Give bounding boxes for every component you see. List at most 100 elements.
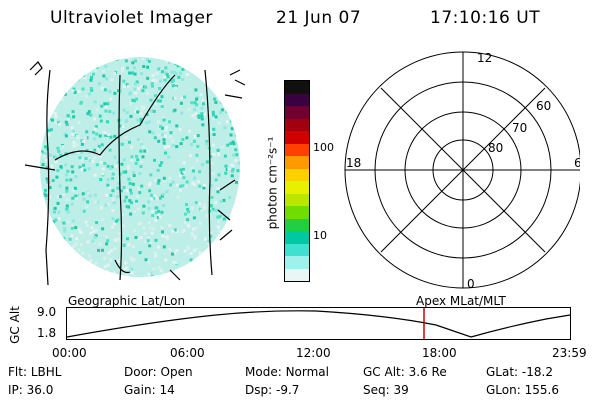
speckle-pixel	[248, 286, 251, 289]
speckle-pixel	[157, 266, 161, 269]
speckle-pixel	[157, 133, 161, 137]
speckle-pixel	[194, 201, 198, 205]
speckle-pixel	[21, 199, 24, 202]
speckle-pixel	[34, 100, 37, 103]
speckle-pixel	[147, 59, 151, 63]
speckle-pixel	[103, 162, 107, 165]
speckle-pixel	[45, 196, 48, 200]
speckle-pixel	[148, 181, 152, 185]
speckle-pixel	[63, 62, 67, 65]
speckle-pixel	[24, 81, 27, 84]
speckle-pixel	[37, 162, 40, 165]
speckle-pixel	[94, 200, 98, 204]
speckle-pixel	[43, 151, 47, 155]
speckle-pixel	[252, 262, 255, 265]
speckle-pixel	[217, 220, 221, 224]
speckle-pixel	[179, 168, 183, 172]
speckle-pixel	[88, 194, 92, 198]
timeline-x-tick-1200: 12:00	[296, 346, 331, 360]
speckle-pixel	[35, 102, 38, 105]
speckle-pixel	[103, 287, 106, 290]
speckle-pixel	[194, 226, 198, 230]
colorbar-segment	[285, 106, 309, 119]
speckle-pixel	[252, 191, 255, 194]
speckle-pixel	[157, 67, 161, 71]
speckle-pixel	[221, 86, 224, 90]
speckle-pixel	[225, 120, 229, 124]
speckle-pixel	[184, 281, 187, 284]
speckle-pixel	[102, 69, 106, 73]
speckle-pixel	[80, 139, 84, 143]
speckle-pixel	[198, 202, 202, 206]
speckle-pixel	[153, 158, 156, 162]
speckle-pixel	[188, 154, 192, 158]
speckle-pixel	[64, 134, 68, 138]
speckle-pixel	[125, 274, 129, 277]
speckle-pixel	[140, 84, 143, 88]
speckle-pixel	[198, 221, 202, 225]
speckle-pixel	[46, 68, 50, 71]
speckle-pixel	[189, 258, 193, 262]
speckle-pixel	[147, 200, 151, 204]
speckle-pixel	[32, 287, 35, 290]
speckle-pixel	[50, 269, 54, 273]
speckle-pixel	[218, 215, 222, 218]
speckle-pixel	[226, 64, 230, 67]
speckle-pixel	[65, 186, 69, 190]
speckle-pixel	[232, 142, 236, 146]
speckle-pixel	[158, 164, 162, 167]
speckle-pixel	[152, 267, 156, 271]
speckle-pixel	[46, 180, 50, 184]
speckle-pixel	[237, 180, 240, 184]
speckle-pixel	[135, 194, 139, 198]
speckle-pixel	[164, 71, 168, 75]
speckle-pixel	[174, 62, 178, 66]
speckle-pixel	[59, 247, 63, 251]
speckle-pixel	[163, 75, 166, 79]
speckle-pixel	[181, 137, 185, 141]
speckle-pixel	[225, 110, 229, 114]
speckle-pixel	[40, 88, 41, 92]
speckle-pixel	[161, 192, 165, 196]
speckle-pixel	[62, 236, 66, 240]
speckle-pixel	[127, 205, 131, 209]
speckle-pixel	[223, 96, 226, 100]
speckle-pixel	[183, 249, 187, 253]
colorbar-segment	[285, 131, 309, 144]
speckle-pixel	[210, 283, 213, 286]
speckle-pixel	[114, 219, 118, 223]
speckle-pixel	[63, 229, 67, 233]
status-flt: Flt: LBHL	[8, 365, 62, 379]
speckle-pixel	[173, 288, 176, 290]
speckle-pixel	[148, 189, 152, 193]
speckle-pixel	[123, 57, 127, 59]
speckle-pixel	[237, 283, 240, 286]
speckle-pixel	[21, 171, 24, 174]
speckle-pixel	[169, 183, 173, 187]
status-dsp: Dsp: -9.7	[245, 383, 300, 397]
speckle-pixel	[222, 217, 226, 221]
speckle-pixel	[109, 193, 113, 197]
speckle-pixel	[74, 74, 78, 78]
speckle-pixel	[29, 180, 32, 183]
speckle-pixel	[246, 183, 249, 186]
speckle-pixel	[212, 133, 216, 136]
speckle-pixel	[147, 260, 150, 264]
speckle-pixel	[139, 112, 143, 116]
speckle-pixel	[260, 161, 263, 164]
speckle-pixel	[171, 84, 175, 88]
speckle-pixel	[192, 139, 196, 143]
speckle-pixel	[232, 279, 235, 282]
speckle-pixel	[258, 256, 261, 259]
speckle-pixel	[86, 200, 90, 204]
speckle-pixel	[51, 64, 55, 67]
speckle-pixel	[161, 273, 165, 277]
speckle-pixel	[240, 209, 243, 212]
speckle-pixel	[170, 70, 174, 74]
speckle-pixel	[150, 109, 154, 113]
speckle-pixel	[158, 79, 162, 83]
speckle-pixel	[40, 150, 44, 154]
speckle-pixel	[159, 269, 163, 273]
speckle-pixel	[238, 108, 240, 112]
speckle-pixel	[171, 139, 175, 143]
